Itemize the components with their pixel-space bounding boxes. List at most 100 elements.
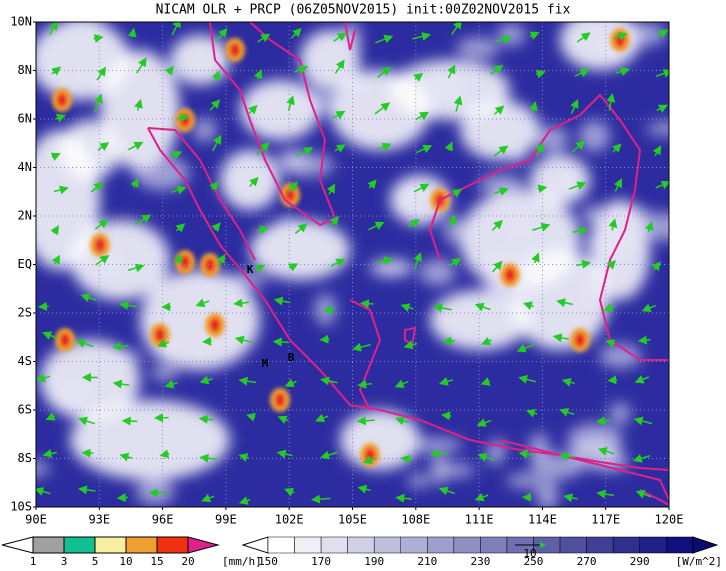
cloud [240,80,320,140]
rain-cell [275,393,285,407]
wind-arrow [433,303,452,313]
wind-arrow [535,69,546,79]
legend-label: 290 [630,555,650,568]
lon-label: 96E [152,513,174,527]
wind-arrow [80,293,97,302]
cloud [537,125,569,153]
lon-label: 108E [401,513,430,527]
cloud [530,452,584,480]
wind-arrow [374,102,391,115]
legend-box [559,536,587,554]
cloud [345,69,371,94]
rain-cell [285,188,295,202]
wind-arrow [377,66,391,79]
wind-arrow [635,489,652,499]
cloud [645,121,669,136]
wind-arrow [116,493,129,502]
cloud [150,364,179,381]
wind-arrow [535,142,544,157]
wind-arrow [97,142,110,151]
wind-arrow [655,180,669,190]
wind-arrow [400,303,414,312]
wind-arrow [284,378,297,388]
wind-arrow [253,69,263,80]
wind-arrow [127,263,145,273]
title: NICAM OLR + PRCP (06Z05NOV2015) init:00Z… [156,3,571,18]
wind-arrow [164,65,174,76]
wind-arrow [333,32,347,42]
cloud [507,211,534,240]
wind-arrow [134,98,143,111]
wind-arrow [294,223,308,234]
wind-arrow [576,259,592,269]
legend-label: 5 [92,555,99,568]
cloud [192,118,217,142]
wind-arrow [518,375,536,384]
wind-arrow [450,22,462,36]
wind-arrow [159,449,170,459]
wind-arrow [441,411,452,421]
wind-arrow [644,221,654,233]
wind-arrow [516,343,535,353]
cloud [567,423,623,457]
wind-arrow [531,252,540,264]
wind-arrow [320,376,338,386]
wind-arrow [94,93,103,112]
wind-arrow [613,32,628,41]
wind-arrow [311,494,331,504]
wind-arrow [603,303,616,312]
lon-label: 117E [591,513,620,527]
wind-arrow [656,104,669,113]
wind-arrow [413,252,422,270]
cloud [582,280,613,306]
wind-arrow [493,145,509,157]
wind-arrow [175,223,186,233]
wind-arrow [334,59,345,74]
wind-arrow [36,487,51,496]
cloud [77,69,97,80]
wind-arrow [201,493,215,503]
lon-label: 111E [465,513,494,527]
wind-arrow [199,453,218,463]
wind-arrow [605,339,616,348]
cloud [619,22,667,47]
cloud [643,212,669,242]
wind-arrow [532,222,551,232]
cloud [36,461,50,477]
wind-arrow [177,113,190,123]
legend-box [125,536,158,554]
cloud [135,478,175,505]
rain-cell [180,113,190,127]
wind-arrow [256,225,269,235]
wind-arrow [134,214,152,226]
wind-arrow [529,31,540,40]
legend-box [586,536,614,554]
legend-label: 250 [524,555,544,568]
wind-arrow [395,493,412,503]
wind-arrow [632,453,651,463]
lon-label: 105E [338,513,367,527]
wind-arrow [276,449,293,459]
wind-arrow [494,35,512,44]
wind-arrow [367,179,377,190]
wind-arrow [528,101,538,112]
wind-arrow [277,415,289,424]
wind-arrow [49,22,58,36]
cloud [485,450,504,465]
legend-unit: [W/m^2] [676,555,722,568]
wind-arrow [357,484,371,494]
legend-label: 10 [119,555,132,568]
wind-arrow [170,150,183,160]
cloud [92,350,145,362]
wind-arrow [112,341,129,351]
wind-arrow [656,29,669,38]
wind-arrow [493,105,505,115]
cloud [584,231,636,257]
wind-arrow [613,178,622,192]
wind-arrow [652,145,662,157]
wind-arrow [326,183,336,195]
legend-box [400,536,428,554]
wind-arrow [211,222,221,233]
wind-arrow [319,334,330,344]
wind-arrow [558,451,576,461]
